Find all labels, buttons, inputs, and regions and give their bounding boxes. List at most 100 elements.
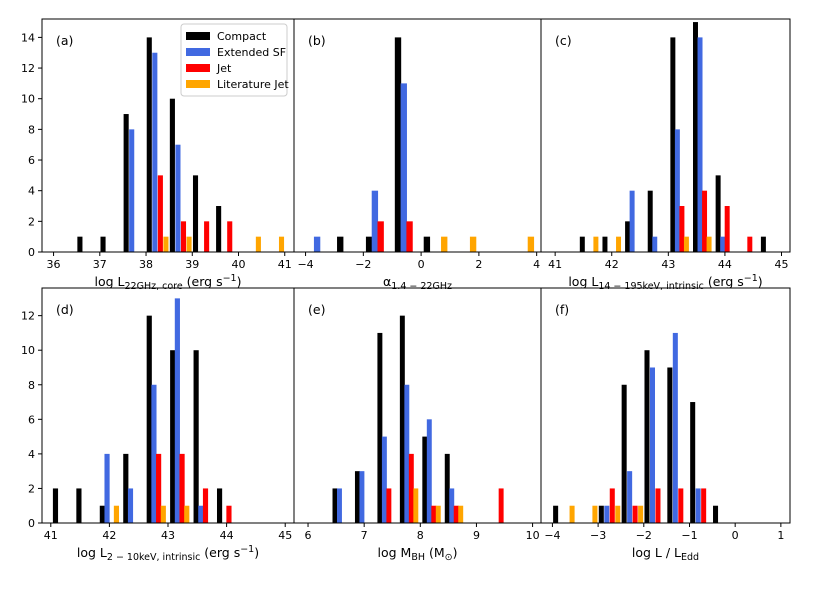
bar-compact <box>553 505 559 523</box>
bar-compact <box>192 175 199 252</box>
y-tick-label: 2 <box>28 482 35 495</box>
x-tick-label: 9 <box>473 529 480 542</box>
x-tick-label: 10 <box>526 529 540 542</box>
bar-compact <box>760 236 766 252</box>
x-tick-label: 6 <box>305 529 312 542</box>
bar-compact <box>602 236 608 252</box>
x-tick-label: 0 <box>732 529 739 542</box>
y-tick-label: 12 <box>21 62 35 75</box>
x-tick-label: 45 <box>775 258 789 271</box>
legend-label: Compact <box>217 30 267 43</box>
legend-label: Jet <box>216 62 232 75</box>
bar-compact <box>579 236 585 252</box>
bar-extended-sf <box>381 436 387 523</box>
bar-jet <box>406 221 413 252</box>
bar-jet <box>678 488 684 523</box>
bar-extended-sf <box>313 236 321 252</box>
bar-jet <box>702 190 708 252</box>
panel-letter: (f) <box>555 302 569 317</box>
bar-compact <box>422 436 428 523</box>
x-tick-label: 36 <box>47 258 61 271</box>
bar-compact <box>690 402 696 523</box>
y-tick-label: 0 <box>28 246 35 259</box>
bar-compact <box>365 236 373 252</box>
panel-letter: (a) <box>56 33 73 48</box>
x-tick-label: −2 <box>636 529 652 542</box>
bar-jet <box>655 488 661 523</box>
bar-compact <box>100 236 106 252</box>
panel-frame <box>293 18 542 253</box>
bar-extended-sf <box>627 471 633 523</box>
x-tick-label: −4 <box>544 529 560 542</box>
x-tick-label: 38 <box>139 258 153 271</box>
bar-literature-jet <box>592 505 598 523</box>
y-tick-label: 6 <box>28 154 35 167</box>
x-tick-label: 8 <box>417 529 424 542</box>
bar-compact <box>399 315 405 523</box>
y-tick-label: 6 <box>28 413 35 426</box>
bar-extended-sf <box>649 367 655 523</box>
y-tick-label: 10 <box>21 344 35 357</box>
bar-compact <box>670 37 676 252</box>
y-tick-label: 8 <box>28 123 35 136</box>
x-tick-label: 0 <box>418 258 425 271</box>
bar-compact <box>332 488 338 523</box>
x-axis-label: log L / LEdd <box>632 545 699 563</box>
panel-letter: (e) <box>308 302 325 317</box>
y-tick-label: 4 <box>28 448 35 461</box>
legend-label: Literature Jet <box>217 78 289 91</box>
bar-compact <box>146 315 152 523</box>
bar-compact <box>423 236 431 252</box>
x-tick-label: 7 <box>361 529 368 542</box>
bar-extended-sf <box>152 52 158 252</box>
bar-compact <box>216 206 222 252</box>
bar-jet <box>408 453 414 523</box>
x-tick-label: 41 <box>278 258 292 271</box>
bar-extended-sf <box>697 37 703 252</box>
panel-frame <box>293 287 542 524</box>
bar-jet <box>747 236 753 252</box>
bar-compact <box>621 384 627 523</box>
bar-literature-jet <box>441 236 448 252</box>
bar-compact <box>713 505 719 523</box>
bar-compact <box>598 505 604 523</box>
bar-compact <box>170 350 176 523</box>
bar-jet <box>377 221 384 252</box>
bar-literature-jet <box>184 505 190 523</box>
bar-jet <box>453 505 459 523</box>
bar-compact <box>667 367 673 523</box>
legend-swatch <box>186 80 210 88</box>
bar-literature-jet <box>278 236 285 252</box>
x-tick-label: 43 <box>161 529 175 542</box>
y-tick-label: 12 <box>21 310 35 323</box>
x-tick-label: 44 <box>220 529 234 542</box>
bar-compact <box>647 190 653 252</box>
bar-compact <box>693 22 698 252</box>
x-tick-label: −3 <box>590 529 606 542</box>
bar-extended-sf <box>652 236 658 252</box>
bar-literature-jet <box>638 505 644 523</box>
bar-literature-jet <box>413 488 419 523</box>
bar-jet <box>202 488 209 523</box>
x-tick-label: 42 <box>102 529 116 542</box>
bar-extended-sf <box>198 505 204 523</box>
bar-extended-sf <box>672 332 678 523</box>
legend-swatch <box>186 48 210 56</box>
bar-extended-sf <box>695 488 701 523</box>
bar-compact <box>146 37 152 252</box>
bar-extended-sf <box>426 419 432 523</box>
y-tick-label: 0 <box>28 517 35 530</box>
bar-literature-jet <box>706 236 712 252</box>
bar-jet <box>227 221 233 252</box>
bar-compact <box>715 175 721 252</box>
bar-compact <box>444 453 450 523</box>
bar-compact <box>123 114 129 252</box>
bar-extended-sf <box>359 471 365 523</box>
x-axis-label: α1.4 − 22GHz <box>383 274 452 292</box>
x-tick-label: 45 <box>278 529 292 542</box>
bar-extended-sf <box>337 488 342 523</box>
panel-frame <box>41 287 295 524</box>
x-tick-label: −4 <box>297 258 313 271</box>
panel-letter: (b) <box>308 33 326 48</box>
